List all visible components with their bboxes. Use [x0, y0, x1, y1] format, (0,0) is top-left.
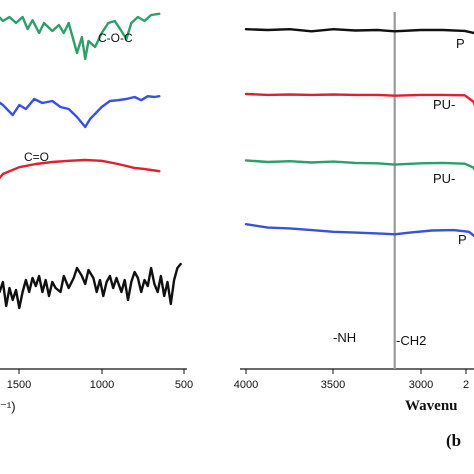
- right-x-ticks: 4000 3500 3000 2: [234, 369, 469, 391]
- right-x-axis-label-fragment: Wavenu: [405, 398, 458, 414]
- right-series: [244, 28, 474, 238]
- reference-lines: [393, 12, 396, 369]
- series-line-0-2: [0, 158, 161, 180]
- ch2-label: -CH2: [396, 333, 426, 348]
- series-line-0-3: [0, 262, 182, 310]
- left-panel: 200015001000500 C-O-C C=O ⁻¹): [0, 12, 193, 414]
- tick-label-0-3: 500: [175, 379, 193, 391]
- right-panel: 4000 3500 3000 2 -NH -CH2 P PU- PU- P Waven…: [234, 12, 474, 450]
- legend-red: PU-: [433, 97, 455, 112]
- tick-label-1-1: 3500: [321, 379, 345, 391]
- series-line-1-2: [244, 159, 474, 171]
- series-line-1-1: [244, 92, 474, 107]
- series-line-1-3: [244, 223, 474, 238]
- tick-label-1-3: 2: [463, 379, 469, 391]
- left-x-axis-label-fragment: ⁻¹): [0, 399, 16, 414]
- series-line-1-0: [244, 28, 474, 35]
- left-x-ticks: 200015001000500: [7, 369, 193, 391]
- coc-annotation: C-O-C: [98, 31, 133, 45]
- tick-label-1-0: 4000: [234, 379, 258, 391]
- left-series: [0, 12, 182, 310]
- panel-label: (b: [446, 431, 461, 450]
- tick-label-0-2: 1000: [90, 379, 114, 391]
- tick-label-0-1: 1500: [7, 379, 31, 391]
- tick-label-1-2: 3000: [409, 379, 433, 391]
- co-annotation: C=O: [24, 150, 49, 164]
- legend-blue: P: [458, 232, 467, 247]
- series-line-0-1: [0, 95, 161, 129]
- legend-green: PU-: [433, 171, 455, 186]
- series-line-0-0: [0, 12, 161, 61]
- legend-black: P: [456, 36, 465, 51]
- nh-label: -NH: [333, 330, 356, 345]
